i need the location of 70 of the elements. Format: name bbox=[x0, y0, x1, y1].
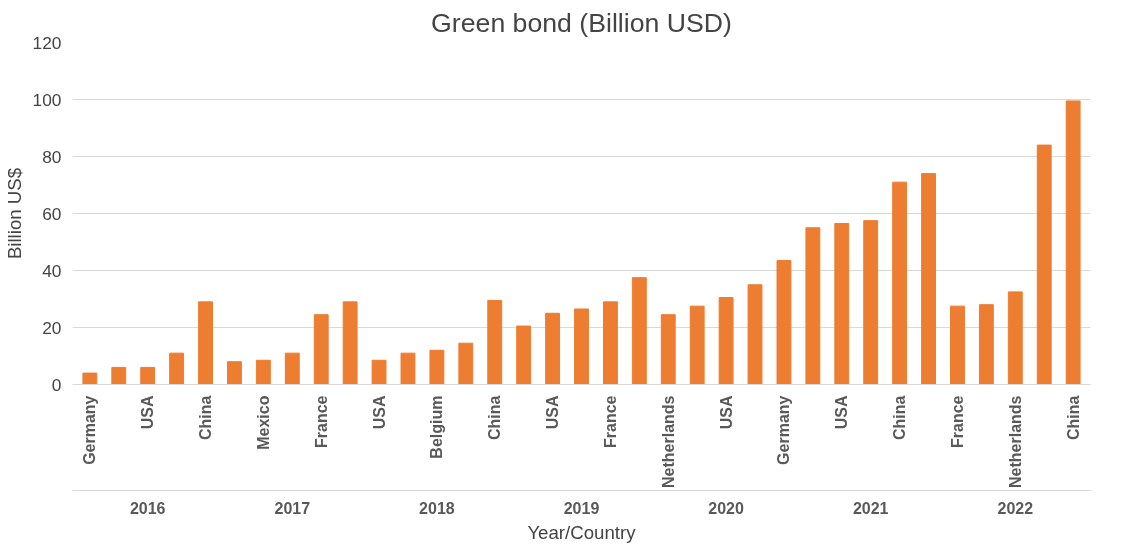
x-tick-label: Mexico bbox=[254, 395, 272, 450]
bar bbox=[140, 366, 156, 385]
y-tick-label: 60 bbox=[42, 203, 62, 224]
bar bbox=[747, 284, 763, 385]
x-tick-label: China bbox=[1064, 395, 1082, 440]
x-tick-label: USA bbox=[544, 395, 562, 430]
x-tick-label: France bbox=[601, 395, 619, 448]
bar bbox=[198, 301, 213, 385]
y-tick-label: 120 bbox=[32, 32, 62, 53]
text: 2021 bbox=[852, 499, 889, 517]
bar bbox=[255, 359, 271, 385]
x-tick-label: Germany bbox=[81, 395, 99, 465]
x-tick-label: France bbox=[948, 395, 966, 448]
bar bbox=[602, 301, 618, 385]
x-tick-label: USA bbox=[717, 395, 735, 430]
bar bbox=[892, 181, 908, 385]
bar bbox=[111, 366, 127, 385]
x-tick-label: Netherlands bbox=[1006, 395, 1024, 488]
x-tick-label: Germany bbox=[775, 395, 793, 465]
bar bbox=[371, 359, 387, 385]
x-tick-label: China bbox=[891, 395, 909, 440]
bar bbox=[631, 277, 647, 385]
x-tick-label: Netherlands bbox=[659, 395, 677, 488]
x-tick-label: USA bbox=[833, 395, 851, 430]
y-tick-label: 40 bbox=[42, 260, 62, 281]
bar bbox=[834, 222, 850, 385]
bar bbox=[805, 227, 821, 385]
bar bbox=[487, 299, 503, 385]
bar bbox=[313, 314, 329, 385]
bar bbox=[429, 349, 445, 385]
bar bbox=[1036, 144, 1052, 385]
bar bbox=[776, 260, 792, 385]
bar bbox=[660, 314, 676, 385]
y-tick-label: 80 bbox=[42, 146, 62, 167]
x-tick-label: USA bbox=[370, 395, 388, 430]
text: 2019 bbox=[563, 499, 600, 517]
y-axis-title: Billion US$ bbox=[3, 167, 25, 260]
bar bbox=[718, 297, 734, 385]
y-tick-label: 20 bbox=[42, 317, 62, 338]
bar bbox=[1065, 100, 1081, 385]
bar bbox=[169, 352, 185, 385]
bar bbox=[689, 305, 705, 385]
text: 2017 bbox=[274, 499, 311, 517]
x-tick-label: Belgium bbox=[428, 395, 446, 459]
text: 2022 bbox=[997, 499, 1034, 517]
bar bbox=[863, 220, 879, 385]
bar bbox=[458, 342, 474, 385]
x-tick-label: France bbox=[312, 395, 330, 448]
x-tick-label: China bbox=[486, 395, 504, 440]
x-axis-title: Year/Country bbox=[527, 521, 637, 543]
bar bbox=[284, 352, 300, 385]
chart-title: Green bond (Billion USD) bbox=[431, 7, 732, 38]
text: 2018 bbox=[419, 499, 455, 517]
bar bbox=[82, 372, 98, 385]
y-tick-label: 0 bbox=[51, 374, 62, 395]
bar bbox=[400, 352, 416, 385]
bar bbox=[574, 308, 589, 385]
bar bbox=[950, 305, 965, 385]
bar bbox=[545, 312, 561, 385]
x-tick-label: China bbox=[197, 395, 215, 440]
text: 2016 bbox=[129, 499, 166, 517]
bar bbox=[1007, 291, 1023, 385]
y-tick-label: 100 bbox=[32, 89, 62, 110]
bar bbox=[342, 301, 358, 385]
x-tick-label: USA bbox=[139, 395, 157, 430]
text: 2020 bbox=[708, 499, 744, 517]
bar bbox=[978, 304, 994, 385]
bar bbox=[516, 325, 532, 385]
bar bbox=[921, 173, 936, 385]
bar bbox=[227, 361, 242, 385]
